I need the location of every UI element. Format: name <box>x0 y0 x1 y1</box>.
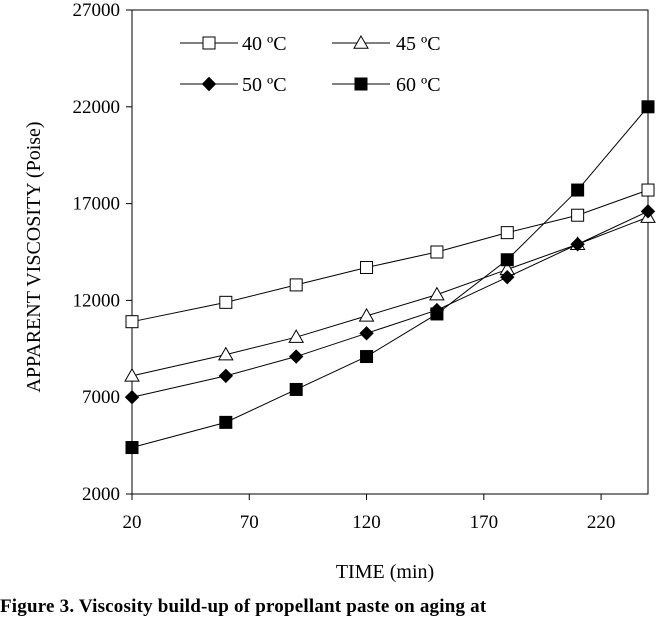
y-tick-label: 2000 <box>82 484 120 505</box>
open-square-marker <box>202 36 216 50</box>
open-square-marker <box>430 245 444 259</box>
open-square-marker <box>500 226 514 240</box>
x-tick-label: 70 <box>240 512 259 533</box>
filled-square-marker <box>500 253 514 267</box>
filled-square-marker <box>354 77 368 91</box>
series-line <box>131 216 649 377</box>
series-line <box>131 106 649 449</box>
legend-label: 45 ºC <box>396 33 441 55</box>
x-tick-label: 170 <box>470 512 499 533</box>
series-3 <box>124 204 656 405</box>
series-1 <box>125 183 655 329</box>
y-tick-label: 12000 <box>73 290 121 311</box>
filled-square-marker <box>289 382 303 396</box>
filled-diamond-marker <box>359 326 374 341</box>
x-tick-label: 20 <box>123 512 142 533</box>
filled-square-marker <box>430 307 444 321</box>
filled-diamond-marker <box>218 368 234 384</box>
legend: 40 ºC 45 ºC 50 ºC 60 ºC <box>180 33 441 96</box>
y-tick-label: 17000 <box>73 194 121 215</box>
plot-axes <box>131 9 649 495</box>
x-tick-label: 220 <box>587 512 616 533</box>
legend-item-2: 45 ºC <box>332 33 441 55</box>
open-triangle-marker <box>124 367 140 382</box>
series-layer <box>124 100 656 455</box>
y-axis-label: APPARENT VISCOSITY (Poise) <box>23 121 45 392</box>
open-triangle-marker <box>353 34 369 49</box>
filled-square-marker <box>571 183 585 197</box>
x-axis-label: TIME (min) <box>336 561 434 583</box>
series-4 <box>125 100 655 455</box>
filled-square-marker <box>360 350 374 364</box>
legend-label: 50 ºC <box>242 74 287 96</box>
filled-diamond-marker <box>201 76 217 92</box>
filled-square-marker <box>219 415 233 429</box>
line-chart: 20 70 120 170 220 2000 7000 12000 17000 22000 2700… <box>23 0 656 583</box>
open-triangle-marker <box>288 329 305 343</box>
y-tick-label: 27000 <box>73 0 121 21</box>
open-square-marker <box>641 183 655 197</box>
legend-item-3: 50 ºC <box>180 74 287 96</box>
open-triangle-marker <box>429 286 445 301</box>
open-square-marker <box>360 260 374 274</box>
series-line <box>131 210 649 398</box>
legend-item-4: 60 ºC <box>332 74 441 96</box>
legend-item-1: 40 ºC <box>180 33 287 55</box>
filled-diamond-marker <box>570 237 585 252</box>
y-tick-label: 22000 <box>73 97 121 118</box>
plot-frame <box>131 9 649 495</box>
open-triangle-marker <box>358 307 375 322</box>
figure-caption: Figure 3. Viscosity build-up of propella… <box>0 596 487 617</box>
axis-ticks: 20 70 120 170 220 2000 7000 12000 17000 22000 2700… <box>73 0 616 533</box>
filled-diamond-marker <box>500 269 515 285</box>
filled-diamond-marker <box>124 389 140 405</box>
filled-square-marker <box>641 100 655 114</box>
series-line <box>131 189 649 323</box>
x-tick-label: 120 <box>352 512 381 533</box>
legend-label: 40 ºC <box>242 33 287 55</box>
filled-square-marker <box>125 441 139 455</box>
open-square-marker <box>219 295 233 309</box>
legend-label: 60 ºC <box>396 74 441 96</box>
open-square-marker <box>571 208 585 222</box>
filled-diamond-marker <box>640 204 656 219</box>
open-triangle-marker <box>217 346 234 361</box>
open-square-marker <box>125 315 139 329</box>
open-square-marker <box>289 278 303 292</box>
y-tick-label: 7000 <box>82 387 120 408</box>
series-2 <box>124 209 656 382</box>
filled-diamond-marker <box>288 349 304 364</box>
